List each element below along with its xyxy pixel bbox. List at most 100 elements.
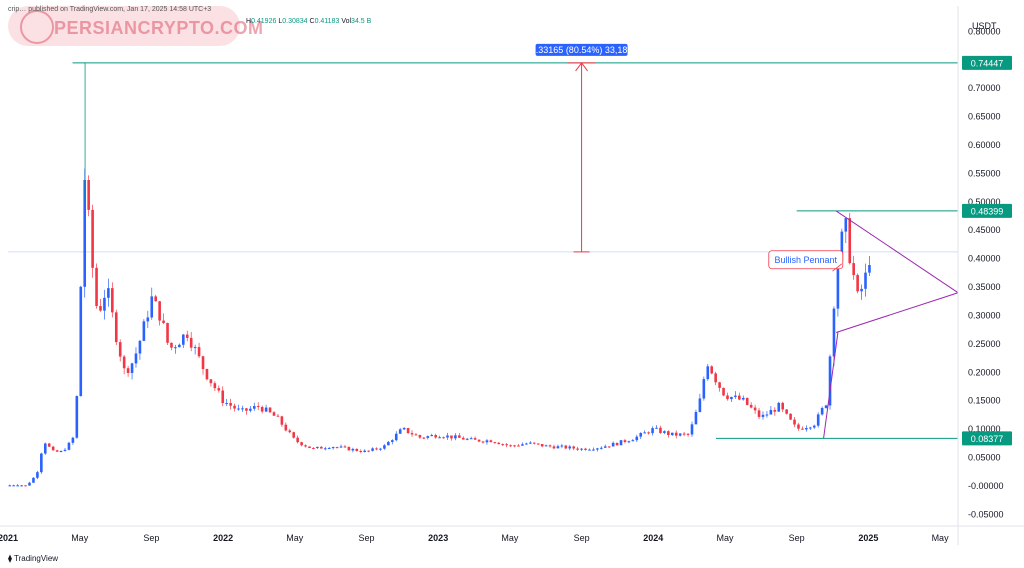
candle-body	[193, 347, 197, 349]
candle-body	[398, 429, 402, 434]
candle-body	[580, 448, 583, 450]
x-tick-label: May	[71, 533, 89, 543]
candle-body	[292, 432, 296, 438]
candle-body	[741, 397, 745, 400]
candle-body	[816, 414, 820, 426]
candle-body	[71, 437, 75, 443]
candle-body	[611, 442, 615, 447]
candle-body	[840, 231, 844, 262]
candle-body	[761, 414, 765, 417]
candle-body	[820, 407, 824, 415]
candle-body	[698, 398, 702, 412]
y-tick-label: 0.25000	[968, 339, 1001, 349]
candle-body	[714, 373, 717, 383]
candle-body	[868, 265, 871, 273]
candle-body	[343, 446, 347, 448]
candle-body	[32, 477, 35, 483]
candle-body	[256, 406, 260, 408]
x-tick-label: Sep	[143, 533, 159, 543]
y-tick-label: 0.45000	[968, 225, 1001, 235]
candle-body	[749, 404, 753, 408]
candle-body	[718, 382, 721, 388]
candle-body	[383, 445, 386, 449]
candle-body	[79, 286, 83, 397]
y-tick-label: 0.65000	[968, 112, 1001, 122]
candle-body	[442, 437, 445, 439]
candle-body	[536, 443, 540, 445]
x-tick-label: 2021	[0, 533, 18, 543]
y-tick-label: 0.80000	[968, 26, 1001, 36]
candle-body	[16, 485, 19, 487]
candle-body	[426, 436, 430, 438]
candle-body	[856, 275, 859, 292]
currency-label: USDT	[972, 21, 997, 31]
candle-body	[773, 409, 777, 412]
candle-body	[430, 435, 434, 437]
candle-body	[410, 433, 414, 435]
x-tick-label: 2024	[643, 533, 663, 543]
candle-body	[8, 485, 12, 487]
watermark-logo-icon	[20, 10, 54, 44]
candle-body	[592, 449, 595, 451]
candle-body	[844, 218, 848, 232]
candle-body	[805, 427, 808, 430]
candle-body	[241, 408, 244, 410]
candle-body	[513, 445, 516, 447]
candle-body	[781, 402, 784, 410]
candle-body	[824, 405, 828, 408]
candle-body	[690, 424, 694, 435]
candle-body	[323, 448, 327, 450]
candle-body	[122, 356, 126, 369]
candle-body	[765, 414, 769, 416]
candle-body	[860, 288, 863, 292]
candle-body	[252, 406, 256, 409]
watermark-logo-text: PERSIANCRYPTO.COM	[54, 18, 264, 38]
candle-body	[406, 427, 410, 434]
watermark-logo-badge: PERSIANCRYPTO.COM	[8, 6, 263, 46]
y-tick-label: 0.50000	[968, 197, 1001, 207]
candle-body	[769, 409, 773, 415]
candle-body	[114, 312, 118, 343]
candle-body	[63, 449, 67, 451]
volume-value: 34.5 B	[351, 18, 372, 25]
candle-body	[607, 446, 611, 448]
x-tick-label: Sep	[789, 533, 805, 543]
candle-body	[777, 402, 781, 412]
candle-body	[458, 435, 461, 438]
candle-body	[276, 415, 280, 417]
candle-body	[450, 435, 453, 439]
x-tick-label: 2022	[213, 533, 233, 543]
candle-body	[288, 430, 292, 433]
candle-body	[130, 363, 134, 373]
candle-body	[525, 443, 528, 445]
x-tick-label: Sep	[358, 533, 374, 543]
candle-body	[95, 267, 98, 307]
level-badge-label: 0.74447	[971, 58, 1004, 68]
y-tick-label: 0.30000	[968, 310, 1001, 320]
candle-body	[347, 446, 351, 451]
candle-body	[205, 368, 209, 380]
candle-body	[316, 446, 319, 449]
candle-body	[596, 448, 599, 450]
candle-body	[801, 428, 804, 430]
candle-body	[375, 448, 378, 450]
candle-body	[477, 439, 481, 442]
y-tick-label: 0.40000	[968, 254, 1001, 264]
y-tick-label: 0.60000	[968, 140, 1001, 150]
candle-body	[213, 383, 217, 389]
candle-body	[828, 356, 832, 406]
candle-body	[221, 390, 225, 404]
candle-body	[446, 435, 449, 438]
tradingview-logo-icon: ⧫	[8, 554, 12, 563]
candle-body	[245, 408, 248, 411]
y-tick-label: 0.10000	[968, 424, 1001, 434]
candle-body	[576, 448, 579, 450]
candle-body	[320, 446, 323, 449]
candle-body	[217, 388, 221, 391]
x-tick-label: 2025	[858, 533, 878, 543]
y-tick-label: 0.05000	[968, 453, 1001, 463]
candle-body	[670, 432, 674, 436]
candle-body	[111, 288, 114, 313]
candle-body	[812, 425, 816, 428]
